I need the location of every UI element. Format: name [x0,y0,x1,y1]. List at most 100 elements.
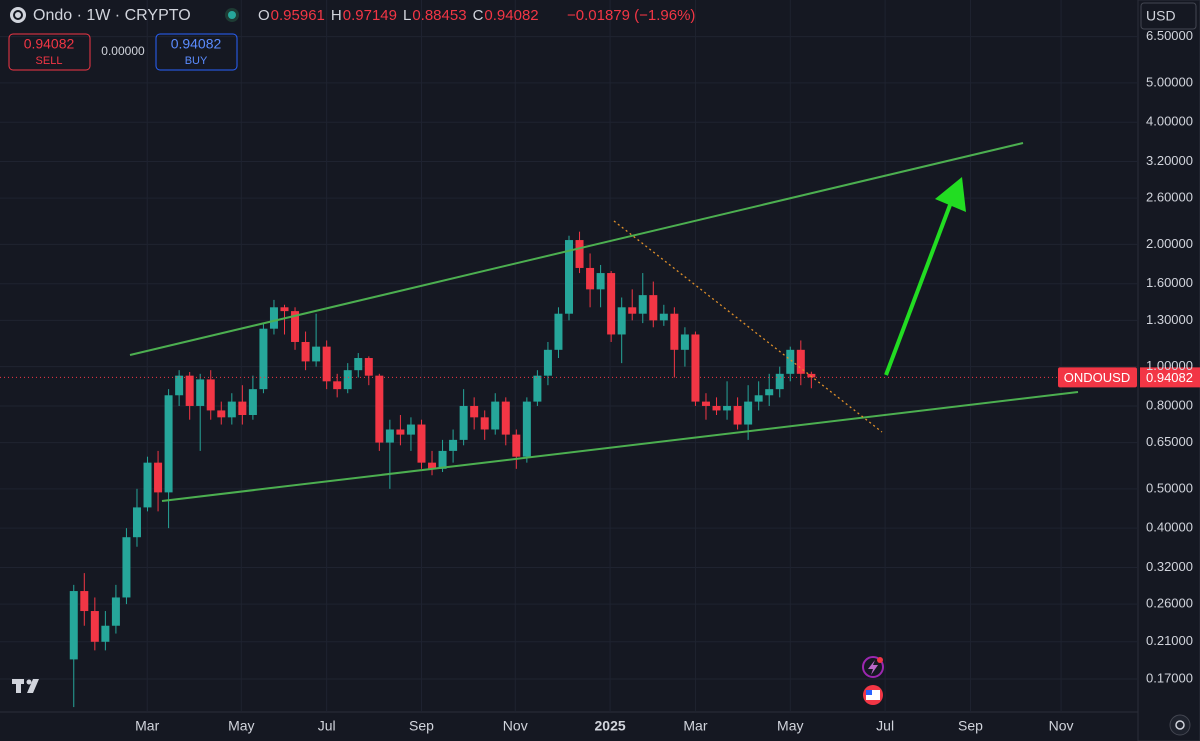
symbol-tag [1058,367,1137,388]
candle-body [733,405,742,425]
resistance-line [613,220,883,433]
arrow-shaft [884,204,952,376]
candle-body [154,462,163,493]
candle-body [364,358,373,376]
event-icon[interactable] [862,656,884,678]
y-tick-label: 0.50000 [1146,480,1193,495]
price-tag: ONDOUSD 0.94082 [1058,367,1200,388]
candle-body [765,389,774,396]
spread: 0.00000 [101,44,145,58]
candle-body [691,334,700,402]
price-tag [1140,367,1200,388]
ohlc-label: O [258,7,270,24]
candle-body [554,313,563,350]
candle-body [80,591,89,612]
candle-body [196,379,205,406]
candle-body [206,379,215,411]
settings-button[interactable] [1169,714,1191,736]
candle-body [501,401,510,435]
flag [866,690,880,700]
candle-body [575,240,584,268]
flag-canton [866,690,872,695]
ohlc: O 0.95961 H 0.97149 L 0.88453 C 0.94082 [258,7,539,24]
candle-body [786,349,795,374]
y-tick-label: 0.17000 [1146,670,1193,685]
y-tick-label: 0.26000 [1146,596,1193,611]
y-tick-label: 1.60000 [1146,275,1193,290]
x-tick-label: Jul [318,718,336,734]
candle-body [543,349,552,376]
candle-body [269,307,278,329]
candle-body [428,462,437,469]
ohlc-label: L [403,7,411,24]
change: −0.01879 (−1.96%) [567,7,695,24]
candle-body [164,395,173,493]
y-tick-label: 2.60000 [1146,190,1193,205]
candle-body [143,462,152,508]
buy-button[interactable] [155,33,238,71]
candle-body [132,507,141,538]
logo-mark [13,10,23,20]
candle-body [586,267,595,290]
candle-body [701,401,710,406]
candle-body [449,439,458,451]
candle-body [607,273,616,335]
candle-body [680,334,689,350]
candle-body [312,346,321,362]
y-tick-label: 0.21000 [1146,633,1193,648]
candle-body [617,307,626,335]
currency-button[interactable] [1140,2,1197,30]
candle-body [259,328,268,390]
y-tick-label: 0.80000 [1146,397,1193,412]
candle-body [238,401,247,416]
candle-body [396,429,405,435]
candle-body [470,405,479,418]
x-tick-label: Sep [409,718,434,734]
sell-button[interactable] [8,33,91,71]
candle-body [459,405,468,440]
candle-body [480,417,489,430]
ohlc-value: 0.94082 [484,7,538,24]
y-tick-label: 1.30000 [1146,312,1193,327]
x-tick-label: Mar [135,718,159,734]
candle-body [90,611,99,642]
candle-body [175,375,184,396]
upper-channel-line [129,142,1024,356]
buy-label: BUY [185,55,208,67]
y-tick-label: 1.00000 [1146,358,1193,373]
candle-body [670,313,679,350]
sell-label: SELL [36,55,63,67]
y-tick-label: 2.00000 [1146,236,1193,251]
ohlc-value: 0.88453 [412,7,466,24]
arrow-head [935,177,966,212]
candle-body [512,434,521,457]
candle-body [101,625,110,642]
x-tick-label: Mar [683,718,707,734]
candle-body [217,410,226,418]
event-bolt [868,660,878,675]
candle-body [522,401,531,457]
candle-body [291,311,300,342]
candle-body [248,389,257,416]
candle-body [280,307,289,312]
candle-body [796,349,805,374]
candle-body [417,424,426,463]
candle-body [406,424,415,435]
candle-body [111,597,120,626]
y-tick-label: 0.32000 [1146,559,1193,574]
x-tick-label: May [228,718,254,734]
x-tick-label: 2025 [595,718,626,734]
status-dot [228,11,236,19]
y-tick-label: 3.20000 [1146,153,1193,168]
candle-body [649,295,658,321]
candle-body [185,375,194,406]
ohlc-value: 0.95961 [271,7,325,24]
y-tick-label: 0.65000 [1146,434,1193,449]
candle-body [628,307,637,314]
symbol-tag-label: ONDOUSD [1064,370,1130,385]
logo [10,7,26,23]
ohlc-label: C [473,7,484,24]
candle-body [712,405,721,411]
